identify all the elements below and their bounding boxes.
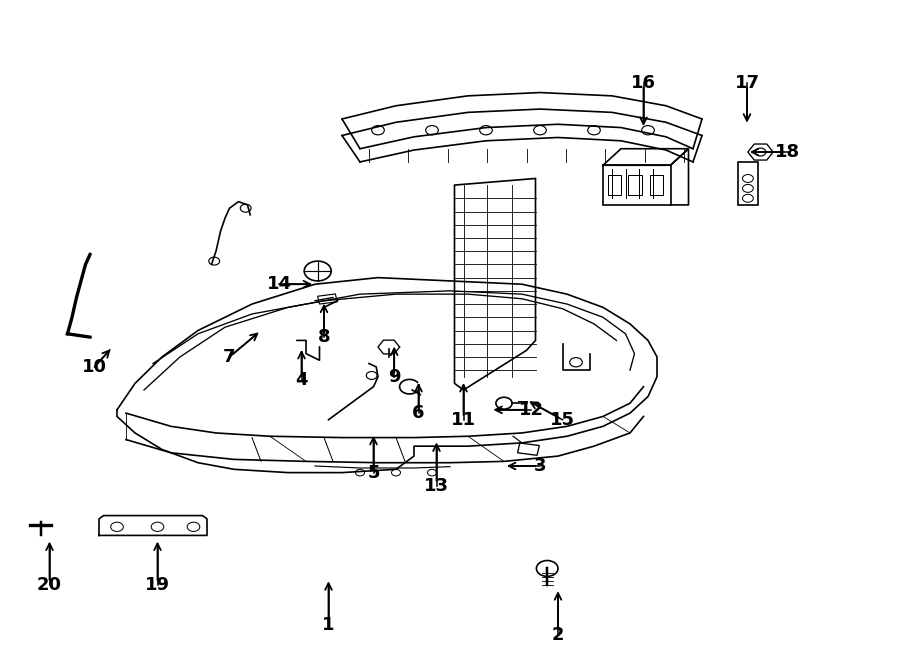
Text: 14: 14 bbox=[266, 275, 292, 293]
Bar bbox=[650, 175, 663, 195]
Text: 7: 7 bbox=[223, 348, 236, 366]
Bar bbox=[738, 162, 758, 205]
Bar bbox=[518, 443, 539, 455]
Text: 8: 8 bbox=[318, 328, 330, 346]
Text: 9: 9 bbox=[388, 368, 400, 386]
Text: 20: 20 bbox=[37, 576, 62, 594]
Text: 1: 1 bbox=[322, 615, 335, 634]
Text: 5: 5 bbox=[367, 463, 380, 482]
Text: 4: 4 bbox=[295, 371, 308, 389]
Text: 10: 10 bbox=[82, 358, 107, 376]
Text: 15: 15 bbox=[550, 410, 575, 429]
Text: 2: 2 bbox=[552, 625, 564, 644]
Text: 6: 6 bbox=[412, 404, 425, 422]
Text: 17: 17 bbox=[734, 73, 760, 92]
Bar bbox=[603, 165, 670, 205]
Text: 3: 3 bbox=[534, 457, 546, 475]
Bar bbox=[318, 294, 338, 304]
Text: 16: 16 bbox=[631, 73, 656, 92]
Text: 11: 11 bbox=[451, 410, 476, 429]
Text: 12: 12 bbox=[518, 401, 544, 419]
Bar bbox=[628, 175, 642, 195]
Text: 18: 18 bbox=[775, 143, 800, 161]
Text: 19: 19 bbox=[145, 576, 170, 594]
Text: 13: 13 bbox=[424, 477, 449, 495]
Bar bbox=[608, 175, 621, 195]
